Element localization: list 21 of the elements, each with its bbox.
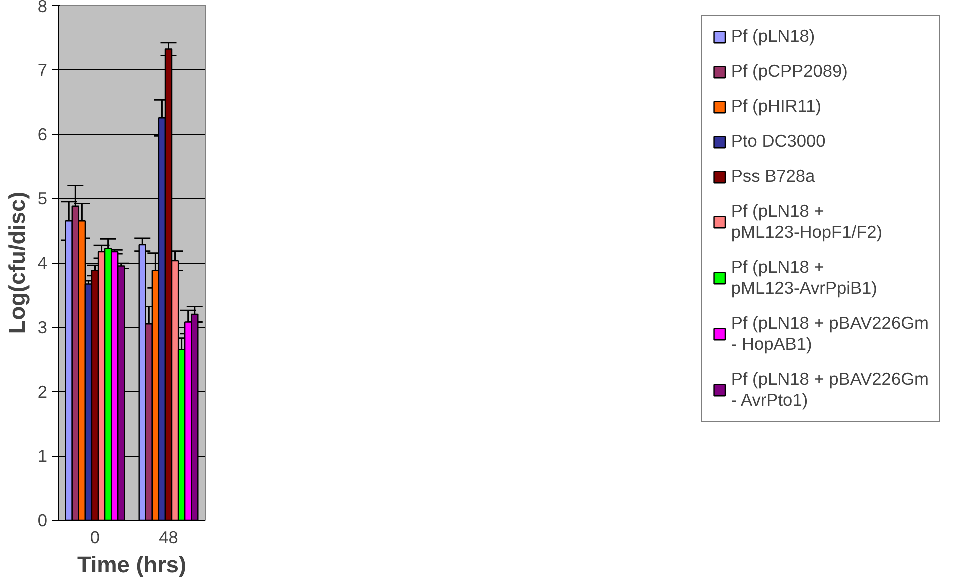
y-tick-label: 1 [38, 446, 48, 466]
x-tick-label: 48 [159, 528, 178, 548]
legend-label: Pf (pLN18) [731, 26, 816, 47]
legend-label: Pf (pLN18 + pBAV226Gm - AvrPto1) [731, 369, 929, 411]
y-tick-label: 0 [38, 510, 48, 530]
y-tick-label: 3 [38, 317, 48, 338]
y-axis-title: Log(cfu/disc) [4, 192, 30, 334]
legend-label: Pf (pHIR11) [731, 96, 822, 117]
y-tick-label: 7 [38, 60, 48, 80]
legend-label: Pf (pLN18 + pML123-HopF1/F2) [731, 201, 883, 243]
y-tick-label: 2 [38, 382, 48, 402]
y-tick-label: 5 [38, 188, 48, 209]
legend-label: Pf (pLN18 + pBAV226Gm - HopAB1) [731, 313, 929, 355]
y-tick-label: 6 [38, 124, 48, 144]
y-tick-label: 8 [38, 0, 48, 16]
legend-label: Pf (pCPP2089) [731, 61, 848, 82]
legend-label: Pf (pLN18 + pML123-AvrPpiB1) [731, 257, 878, 299]
y-tick-label: 4 [38, 253, 48, 273]
legend-label: Pto DC3000 [731, 131, 826, 152]
legend-label: Pss B728a [731, 166, 816, 187]
x-axis-title: Time (hrs) [77, 552, 187, 578]
